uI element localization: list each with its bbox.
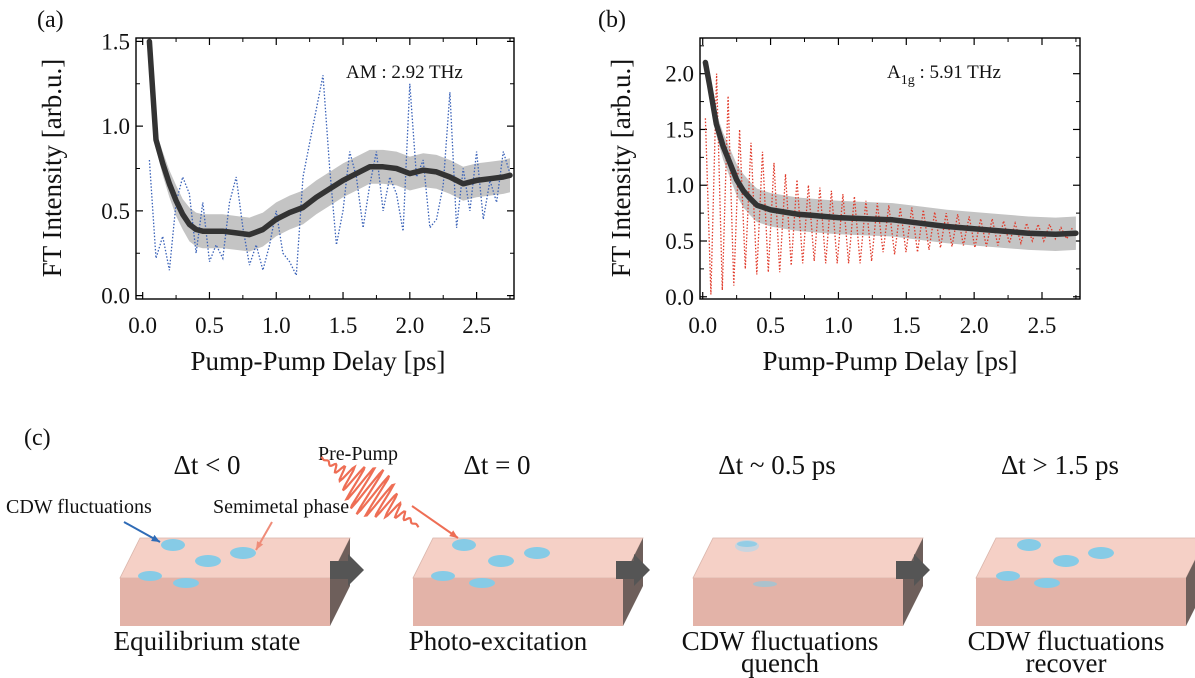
cdw-spot-4	[1034, 578, 1060, 588]
plot-a-ylabel: FT Intensity [arb.u.]	[37, 59, 67, 277]
cdw-spot-1	[138, 571, 162, 581]
plot-a-annotation: AM : 2.92 THz	[346, 62, 463, 83]
plot-a-xtick-label: 1.5	[329, 313, 358, 338]
plot-b-xtick-label: 0.0	[688, 313, 717, 338]
cdw-spot-2	[524, 547, 550, 559]
stage-3-caption: CDW fluctuations	[682, 626, 879, 656]
cdw-spot-3	[753, 581, 777, 587]
cdw-spot-2	[488, 555, 514, 567]
plot-b-annotation: A1g : 5.91 THz	[887, 62, 1001, 88]
plot-b-ytick-label: 1.0	[665, 173, 694, 198]
plot-a-oscillation-series	[148, 75, 511, 278]
plot-a-intensity-line	[146, 38, 513, 238]
plot-b-area: 0.0 0.5 1.0 1.5 2.0 2.5 0.0 0.5 1.0 1.5 2.0	[665, 38, 1080, 338]
plot-a-ytick-label: 1.0	[101, 114, 130, 139]
plot-b-xtick-label: 2.5	[1028, 313, 1057, 338]
slab-1-side	[330, 538, 350, 626]
plot-b-xtick-label: 0.5	[756, 313, 785, 338]
plot-a-xtick-label: 0.0	[128, 313, 157, 338]
plot-a-xtick-label: 0.5	[195, 313, 224, 338]
stage-4-delta: Δt > 1.5 ps	[1001, 450, 1119, 480]
plot-a-ytick-label: 0.5	[101, 199, 130, 224]
panel-a-label: (a)	[37, 7, 64, 33]
slabs-group	[119, 456, 1195, 626]
plot-b-xtick-label: 1.0	[824, 313, 853, 338]
plot-b-ylabel: FT Intensity [arb.u.]	[606, 59, 636, 277]
stage-1-delta: Δt < 0	[173, 450, 240, 480]
cdw-spot-2	[431, 571, 455, 581]
slab-4-side	[1186, 560, 1195, 626]
cdw-spot-1	[161, 539, 185, 551]
cdw-fluctuations-annotation: CDW fluctuations	[6, 496, 152, 518]
pre-pump-arrow-head	[449, 530, 458, 538]
pre-pump-arrow	[411, 505, 459, 539]
stage-arrow-2	[616, 554, 650, 586]
cdw-spot-3	[737, 541, 757, 547]
plot-b-ytick-label: 1.5	[665, 117, 694, 142]
plot-a-xlabel: Pump-Pump Delay [ps]	[191, 346, 446, 376]
semimetal-phase-annotation: Semimetal phase	[213, 496, 349, 518]
cdw-spot-2	[452, 539, 476, 551]
stage-arrow-1	[330, 554, 364, 586]
slab-2-front	[413, 578, 623, 626]
stage-2-delta: Δt = 0	[463, 450, 530, 480]
cdw-spot-4	[1088, 547, 1114, 559]
plot-a-xtick-label: 2.5	[462, 313, 491, 338]
plot-a-uncertainty-band	[149, 41, 510, 252]
stage-arrow-3	[896, 554, 930, 586]
stage-1-caption: Equilibrium state	[114, 626, 301, 656]
plot-b-frame	[699, 37, 1081, 300]
cdw-spot-4	[996, 571, 1020, 581]
plot-a-ytick-label: 0.0	[101, 284, 130, 309]
plot-a-xtick-label: 1.0	[262, 313, 291, 338]
slab-3-front	[693, 578, 903, 626]
cdw-spot-2	[469, 578, 495, 588]
plot-b-xlabel: Pump-Pump Delay [ps]	[763, 346, 1018, 376]
slab-4-front	[976, 578, 1186, 626]
pre-pump-annotation: Pre-Pump	[318, 443, 398, 465]
stage-2-caption: Photo-excitation	[409, 626, 588, 656]
plot-b-annotation-sub: 1g	[901, 73, 915, 88]
plot-b-uncertainty-band	[705, 62, 1076, 251]
cdw-spot-1	[230, 547, 256, 559]
cdw-spot-4	[1053, 555, 1079, 567]
plot-b-annotation-rest: : 5.91 THz	[915, 62, 1001, 83]
stage-4-caption-2: recover	[1026, 648, 1107, 678]
cdw-spot-4	[1017, 539, 1041, 551]
stage-3-delta: Δt ~ 0.5 ps	[718, 450, 835, 480]
plot-b-ytick-label: 2.0	[665, 62, 694, 87]
slab-3-top	[692, 537, 924, 579]
plot-a-area: 0.0 0.5 1.0 1.5 2.0 2.5 0.0 0.5 1.0 1.5	[101, 29, 514, 338]
plot-a-ytick-label: 1.5	[101, 29, 130, 54]
panel-b: (b) 0.0 0.5 1.0 1.5 2.0 2.5 0.0 0.5 1.0 1.5 2.0 A1…	[598, 7, 1081, 376]
plot-a-xtick-label: 2.0	[395, 313, 424, 338]
slab-1-front	[120, 578, 330, 626]
plot-b-xtick-label: 2.0	[960, 313, 989, 338]
panel-a: (a) 0.0 0.5 1.0 1.5 2.0 2.5 0.0 0.5 1.0 1.5 AM : …	[37, 7, 515, 376]
panel-c: (c) Δt < 0 Δt = 0 Δt ~ 0.5 ps Δt > 1.5 p…	[6, 425, 1195, 678]
stage-3-caption-2: quench	[741, 648, 819, 678]
plot-b-ytick-label: 0.0	[665, 285, 694, 310]
plot-b-intensity-line	[702, 59, 1079, 238]
panel-c-label: (c)	[24, 425, 51, 451]
pre-pump-pulse	[320, 456, 420, 528]
plot-b-ytick-label: 0.5	[665, 229, 694, 254]
cdw-spot-1	[195, 555, 221, 567]
semimetal-pointer-arrow-head	[256, 541, 264, 550]
cdw-spot-1	[173, 578, 199, 588]
plot-a-frame	[135, 37, 515, 300]
panel-b-label: (b)	[598, 7, 626, 33]
stage-4-caption: CDW fluctuations	[968, 626, 1165, 656]
plot-b-oscillation-series	[704, 73, 1074, 295]
plot-b-annotation-main: A	[887, 62, 901, 83]
cdw-pointer-arrow-head	[151, 534, 160, 542]
plot-b-xtick-label: 1.5	[892, 313, 921, 338]
